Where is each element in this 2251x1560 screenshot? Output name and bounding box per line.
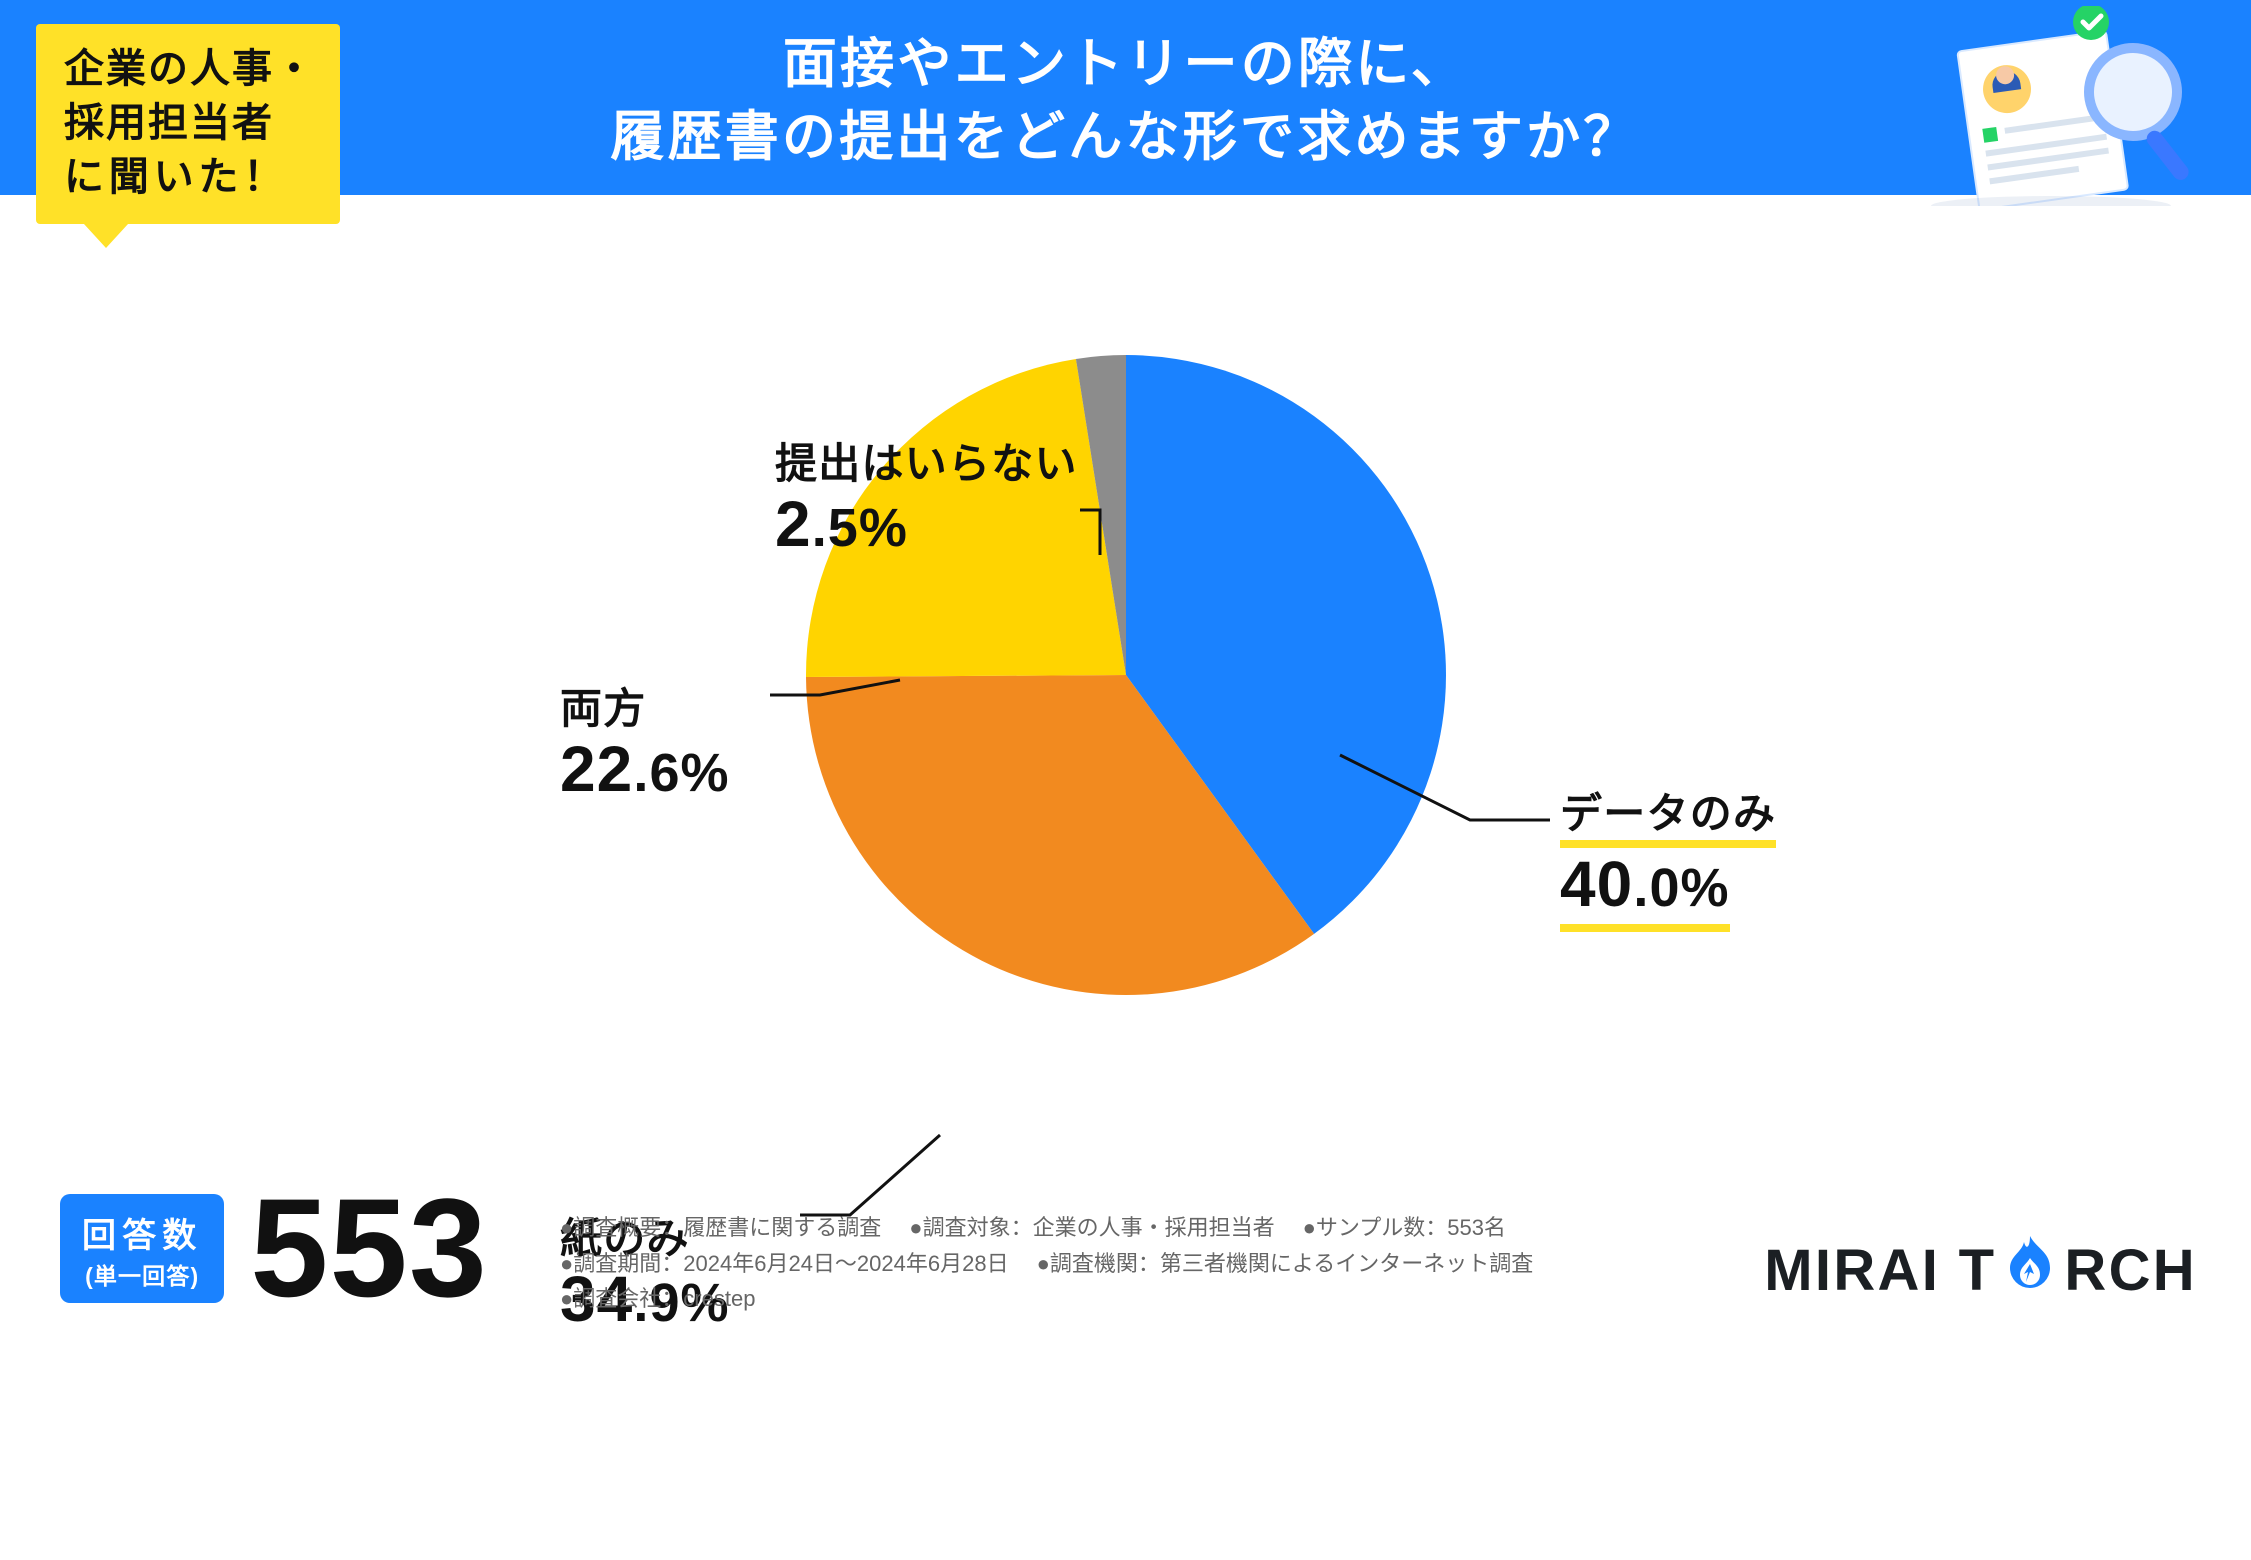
brand-logo: MIRAI T RCH — [1764, 1234, 2197, 1306]
tag-line-1: 企業の人事・ — [64, 42, 316, 96]
meta-item: ●調査機関：第三者機関によるインターネット調査 — [1037, 1251, 1534, 1276]
pie-label-pct-data: 40.0% — [1560, 848, 1776, 932]
meta-item: ●調査概要：履歴書に関する調査 — [560, 1215, 881, 1240]
footer: 回答数 (単一回答) 553 ●調査概要：履歴書に関する調査 ●調査対象：企業の人… — [0, 1140, 2251, 1350]
pie-label-name-data: データのみ — [1560, 790, 1776, 848]
pie-label-name-both: 両方 — [560, 685, 730, 733]
meta-item: ●調査会社：crestep — [560, 1286, 755, 1311]
document-magnifier-icon — [1911, 6, 2211, 206]
tag-line-3: に聞いた！ — [64, 150, 316, 204]
flame-icon — [2006, 1234, 2054, 1306]
pie-chart: データのみ40.0%紙のみ34.9%両方22.6%提出はいらない2.5% — [0, 210, 2251, 1140]
response-badge: 回答数 (単一回答) — [60, 1194, 224, 1303]
meta-item: ●調査対象：企業の人事・採用担当者 — [909, 1215, 1274, 1240]
pie-label-none: 提出はいらない2.5% — [775, 440, 1078, 562]
pie-label-data: データのみ40.0% — [1560, 790, 1776, 932]
audience-tag: 企業の人事・ 採用担当者 に聞いた！ — [36, 24, 340, 224]
title-line-1: 面接やエントリーの際に、 — [783, 34, 1468, 94]
title-line-2: 履歴書の提出をどんな形で求めますか？ — [610, 107, 1640, 167]
survey-meta: ●調査概要：履歴書に関する調査 ●調査対象：企業の人事・採用担当者 ●サンプル数：5… — [560, 1210, 1731, 1316]
meta-item: ●サンプル数：553名 — [1303, 1215, 1506, 1240]
pie-label-name-none: 提出はいらない — [775, 440, 1078, 488]
brand-text-right: RCH — [2064, 1237, 2197, 1304]
response-badge-t2: (単一回答) — [82, 1257, 202, 1291]
pie-label-pct-both: 22.6% — [560, 733, 730, 807]
pie-label-both: 両方22.6% — [560, 685, 730, 807]
meta-item: ●調査期間：2024年6月24日〜2024年6月28日 — [560, 1251, 1009, 1276]
response-count: 回答数 (単一回答) 553 — [60, 1178, 488, 1318]
pie-label-pct-none: 2.5% — [775, 488, 1078, 562]
header-banner: 面接やエントリーの際に、 履歴書の提出をどんな形で求めますか？ 企業の人事・ 採… — [0, 0, 2251, 195]
response-badge-t1: 回答数 — [82, 1208, 202, 1257]
response-number: 553 — [250, 1178, 488, 1318]
tag-line-2: 採用担当者 — [64, 96, 316, 150]
brand-text-left: MIRAI T — [1764, 1237, 1996, 1304]
